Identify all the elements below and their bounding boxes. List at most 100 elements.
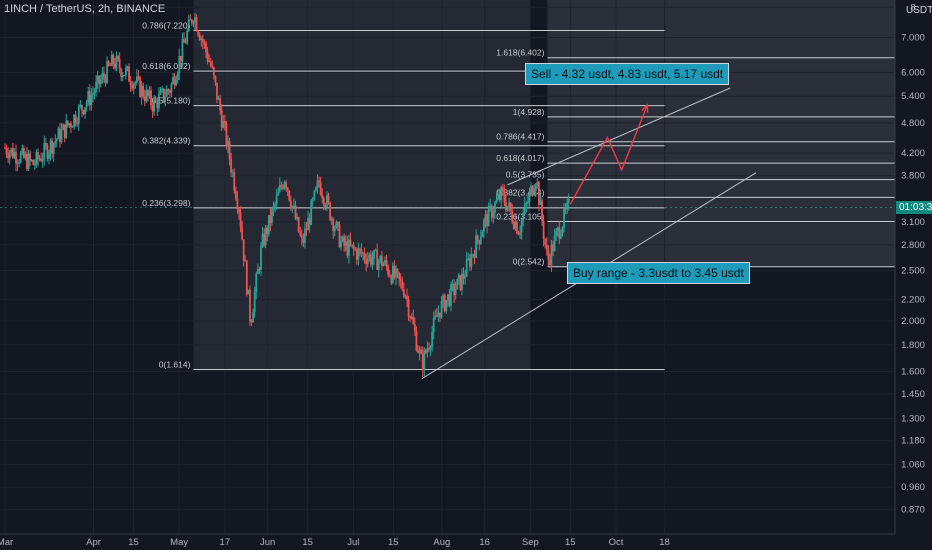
candle-body	[542, 221, 545, 240]
fib-2-label: 0.786(4.417)	[496, 132, 544, 142]
fib-retracement-1[interactable]: 0.786(7.220) 0.618(6.032) 0.5(5.180) 0.382(…	[142, 20, 665, 371]
candle-body	[519, 232, 521, 235]
candle-body	[275, 195, 278, 204]
time-tick-label: Apr	[86, 537, 101, 548]
candle-body	[505, 202, 507, 211]
time-tick-label: Mar	[0, 537, 13, 548]
candle-body	[297, 217, 300, 232]
candle-body	[555, 230, 558, 236]
candle-body	[288, 190, 291, 201]
candle-body	[88, 91, 91, 106]
candle-body	[396, 269, 399, 273]
candle-body	[461, 273, 463, 290]
candle-body	[413, 324, 416, 332]
candle-body	[197, 31, 200, 35]
candle-body	[497, 194, 499, 200]
candle-body	[503, 191, 506, 203]
candle-body	[456, 278, 459, 290]
projection-path[interactable]	[569, 104, 649, 205]
candle-body	[308, 218, 311, 225]
candle-body	[355, 249, 358, 260]
candle-body	[121, 75, 124, 78]
price-axis[interactable]: 8 7.000 6.000 5.400 4.800 4.200 3.800 3.100 2.80…	[901, 2, 925, 515]
candle-body	[247, 289, 250, 295]
channel-upper-line[interactable]	[507, 87, 731, 186]
candle-body	[475, 235, 477, 258]
candle-body	[164, 96, 167, 101]
fib-1-shaded-zone	[193, 0, 531, 370]
candle-body	[322, 198, 325, 206]
candle-body	[250, 320, 253, 323]
candle-body	[462, 273, 465, 279]
candle-body	[184, 42, 187, 44]
candle-body	[11, 148, 14, 158]
sell-annotation[interactable]: Sell - 4.32 usdt, 4.83 usdt, 5.17 usdt	[525, 63, 730, 85]
candle-body	[194, 17, 196, 23]
candle-body	[81, 104, 83, 111]
candle-body	[523, 204, 526, 215]
candle-body	[285, 181, 287, 188]
candle-body	[379, 255, 382, 262]
candle-body	[398, 272, 401, 280]
candle-body	[453, 283, 456, 296]
symbol-title: 1INCH / TetherUS, 2h, BINANCE	[4, 3, 166, 15]
candle-body	[415, 331, 418, 351]
candle-body	[509, 202, 512, 211]
candle-body	[129, 81, 132, 86]
candle-body	[173, 76, 176, 86]
candle-body	[15, 151, 17, 164]
candle-body	[65, 120, 68, 138]
candle-body	[514, 221, 517, 229]
candle-body	[206, 51, 209, 61]
fib-1-label: 0.786(7.220)	[142, 20, 190, 30]
candle-body	[498, 194, 501, 201]
price-tick-label: 0.960	[901, 482, 925, 493]
candle-body	[167, 89, 170, 91]
candle-body	[230, 159, 233, 173]
buy-annotation[interactable]: Buy range - 3.3usdt to 3.45 usdt	[567, 262, 750, 284]
candle-body	[51, 140, 54, 154]
candle-body	[82, 110, 85, 114]
candle-body	[533, 190, 536, 196]
candle-body	[358, 248, 361, 250]
candle-body	[132, 83, 135, 89]
candle-body	[10, 148, 13, 153]
fib-1-label: 0.618(6.032)	[142, 61, 190, 71]
candle-body	[517, 233, 520, 235]
candle-body	[142, 85, 145, 97]
candle-body	[421, 353, 424, 371]
fib-2-label: 0.236(3.105)	[496, 211, 544, 221]
candle-body	[212, 67, 215, 76]
candle-body	[33, 164, 36, 166]
candle-body	[239, 212, 242, 228]
time-axis[interactable]: Mar Apr 15 May 17 Jun 15 Jul 15 Aug 16 Sep 15 Oct 18	[0, 537, 670, 548]
candle-body	[233, 172, 236, 191]
candle-body	[200, 38, 203, 41]
candle-body	[464, 276, 467, 279]
time-tick-label: 17	[220, 537, 231, 548]
candle-body	[112, 54, 115, 64]
candle-body	[362, 253, 364, 255]
fib-2-label: 0.5(3.735)	[506, 170, 545, 180]
candle-body	[151, 105, 154, 112]
candle-body	[219, 98, 222, 111]
candle-body	[326, 195, 328, 208]
candle-body	[324, 205, 327, 208]
candle-body	[319, 182, 322, 195]
candle-body	[553, 235, 556, 252]
time-tick-label: 16	[479, 537, 490, 548]
candle-body	[538, 182, 540, 205]
candle-body	[541, 200, 543, 222]
projection-arrow[interactable]	[569, 103, 649, 205]
candle-body	[8, 152, 11, 159]
candle-body	[472, 254, 474, 256]
candle-body	[44, 142, 47, 146]
candle-body	[473, 254, 476, 258]
candle-body	[495, 199, 498, 203]
candle-body	[181, 39, 184, 62]
candle-body	[22, 147, 25, 158]
candle-body	[382, 263, 385, 266]
candle-body	[437, 312, 440, 317]
time-tick-label: 15	[565, 537, 576, 548]
